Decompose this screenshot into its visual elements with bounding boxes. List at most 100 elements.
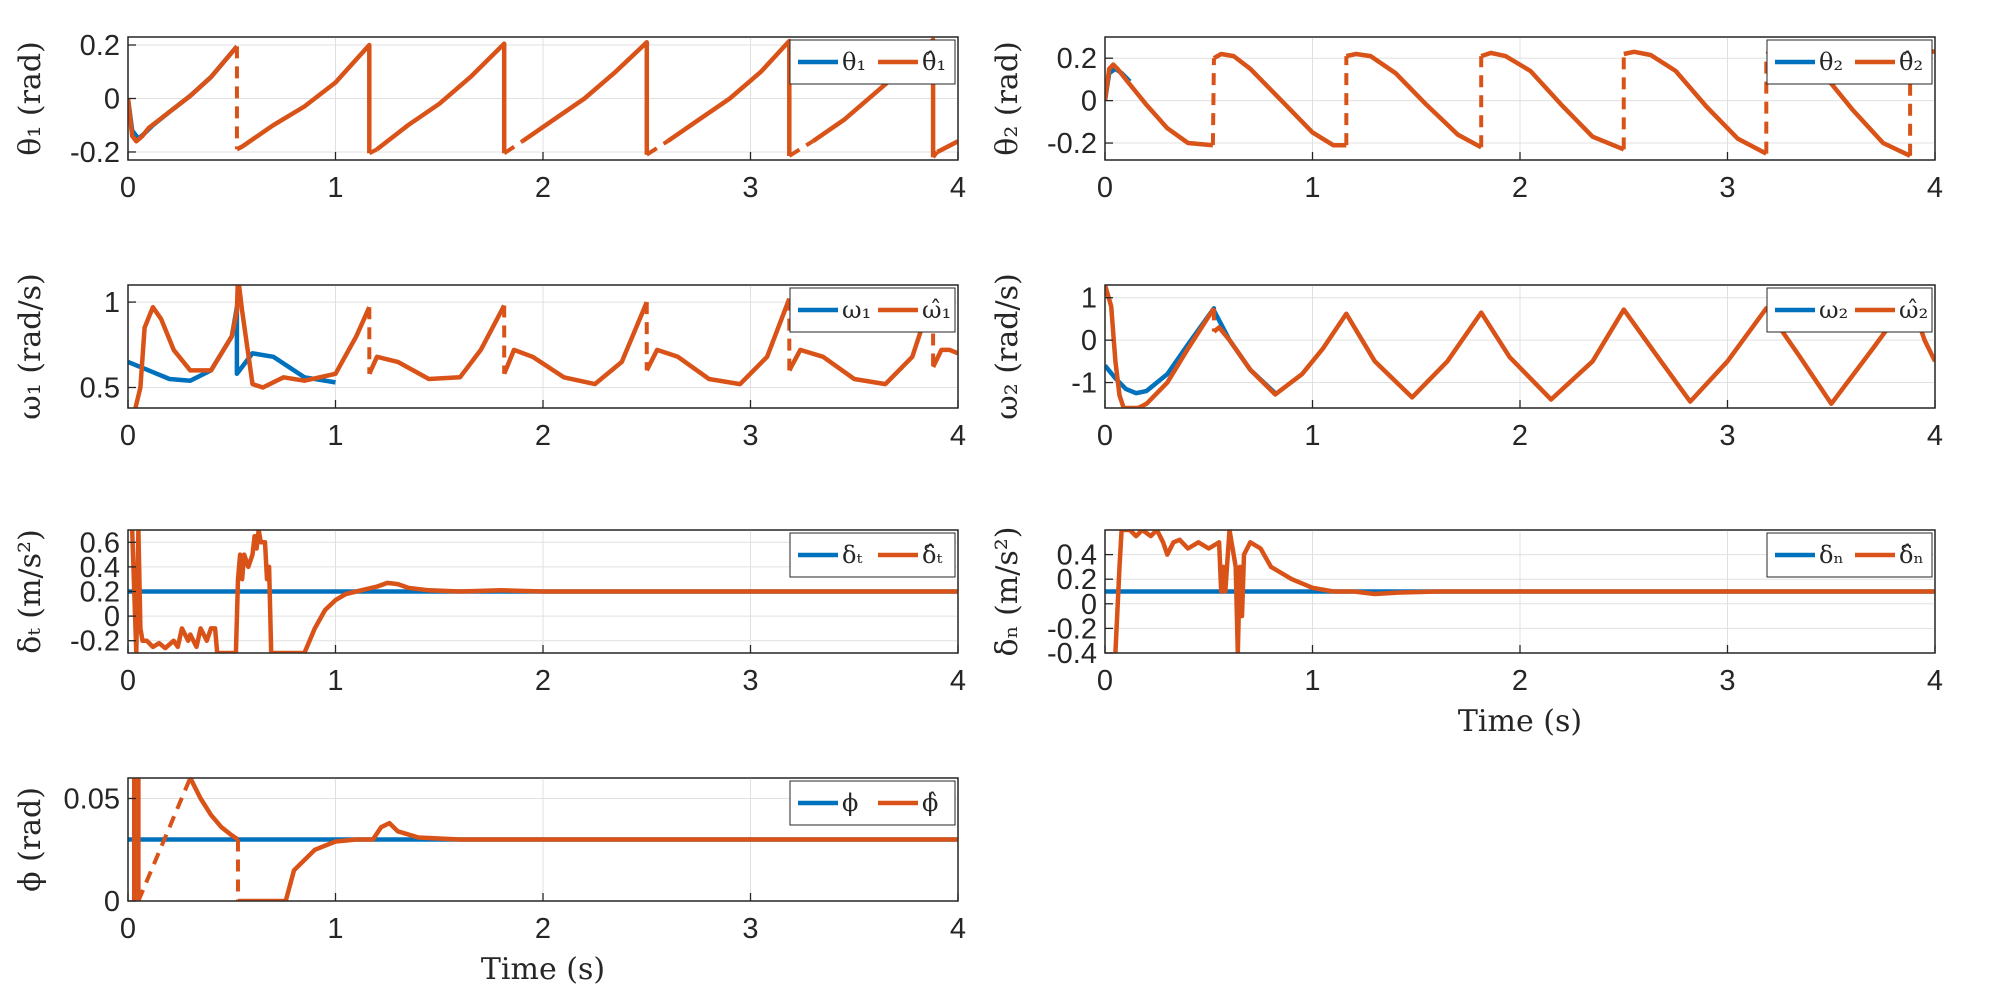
legend: θ₂ θ̂₂ xyxy=(1766,39,1933,85)
subplot-theta2: 0 1 2 3 40.20-0.2θ₂ (rad) θ₂ θ̂₂ xyxy=(990,36,1943,204)
y-tick-label: 0.05 xyxy=(64,784,120,816)
y-tick-label: -1 xyxy=(1071,368,1097,400)
x-tick-label: 2 xyxy=(1512,172,1528,204)
subplot-omega1: 0 1 2 3 4 1 0.5 ω₁ (rad/s) ω₁ ω̂₁ xyxy=(13,273,966,452)
x-tick-label: 0 xyxy=(120,913,136,945)
legend-label: θ̂₂ xyxy=(1899,48,1923,76)
y-tick-label: 0.2 xyxy=(80,577,120,609)
x-tick-label: 0 xyxy=(1097,172,1113,204)
x-tick-label: 4 xyxy=(1927,665,1943,697)
subplot-theta1: 0 1 2 3 40.20-0.2θ₁ (rad) θ₁ θ̂₁ xyxy=(13,30,966,204)
legend-label: θ₂ xyxy=(1819,48,1843,76)
series-line-estimate xyxy=(129,530,958,653)
subplot-omega2: 0 1 2 3 410-1ω₂ (rad/s) ω₂ ω̂₂ xyxy=(990,273,1943,452)
x-tick-label: 0 xyxy=(120,172,136,204)
legend-label: θ̂₁ xyxy=(922,48,946,76)
series-line-estimate xyxy=(133,285,372,408)
y-axis-label: ω₂ (rad/s) xyxy=(990,273,1025,419)
y-axis-label: δₜ (m/s²) xyxy=(13,529,48,653)
x-tick-label: 4 xyxy=(950,420,966,452)
x-tick-label: 3 xyxy=(1719,420,1735,452)
legend: θ₁ θ̂₁ xyxy=(789,39,956,85)
series-line-estimate xyxy=(787,292,936,387)
series-line-estimate xyxy=(521,40,650,155)
legend-label: δₜ xyxy=(842,541,862,569)
series-jump-estimate xyxy=(1210,58,1216,146)
y-tick-label: -0.2 xyxy=(1047,613,1097,645)
series-line-estimate xyxy=(1623,49,1768,156)
y-axis-label: δₙ (m/s²) xyxy=(990,527,1025,657)
legend: ω₁ ω̂₁ xyxy=(789,287,956,333)
y-axis-label: θ₁ (rad) xyxy=(13,41,48,155)
x-tick-label: 3 xyxy=(1719,665,1735,697)
legend-label: δ̂ₙ xyxy=(1899,541,1924,569)
x-tick-label: 2 xyxy=(535,420,551,452)
legend-label: θ₁ xyxy=(842,48,866,76)
x-tick-label: 4 xyxy=(1927,420,1943,452)
y-tick-label: 0.4 xyxy=(80,552,120,584)
x-tick-label: 1 xyxy=(327,420,343,452)
x-tick-label: 3 xyxy=(742,420,758,452)
legend: ϕ ϕ̂ xyxy=(789,780,956,826)
x-tick-label: 0 xyxy=(1097,420,1113,452)
x-tick-label: 0 xyxy=(1097,665,1113,697)
x-tick-label: 4 xyxy=(950,665,966,697)
x-tick-label: 1 xyxy=(1304,665,1320,697)
legend: δₙ δ̂ₙ xyxy=(1766,532,1933,578)
y-axis-label: ω₁ (rad/s) xyxy=(13,273,48,419)
series-line-estimate xyxy=(502,301,649,387)
series-jump-estimate xyxy=(136,778,193,901)
series-jump-estimate xyxy=(645,139,669,157)
legend-label: ω̂₂ xyxy=(1899,296,1928,324)
x-tick-label: 3 xyxy=(1719,172,1735,204)
y-tick-label: -0.4 xyxy=(1047,638,1097,670)
series-jump-estimate xyxy=(368,147,378,156)
series-line-estimate xyxy=(375,41,507,154)
y-tick-label: 0.2 xyxy=(1057,564,1097,596)
series-jump-estimate xyxy=(788,139,814,158)
y-tick-label: 0 xyxy=(1081,589,1097,621)
x-tick-label: 2 xyxy=(535,172,551,204)
series-line-estimate xyxy=(1212,51,1347,148)
y-tick-label: 0 xyxy=(104,886,120,918)
y-tick-label: 0.5 xyxy=(80,373,120,405)
series-jump-estimate xyxy=(503,139,524,155)
subplot-delta_t: 0 1 2 3 40.60.40.20-0.2δₜ (m/s²) δₜ δ̂ₜ xyxy=(13,527,966,697)
subplot-delta_n: 0 1 2 3 40.40.20-0.2-0.4δₙ (m/s²)Time (s)δₙ δ… xyxy=(990,527,1943,739)
y-tick-label: 0.4 xyxy=(1057,540,1097,572)
legend: δₜ δ̂ₜ xyxy=(789,532,956,578)
y-tick-label: 1 xyxy=(104,287,120,319)
y-tick-label: -0.2 xyxy=(1047,128,1097,160)
x-tick-label: 0 xyxy=(120,420,136,452)
x-tick-label: 2 xyxy=(535,913,551,945)
x-axis-label: Time (s) xyxy=(481,952,605,987)
legend-label: ω₂ xyxy=(1819,296,1848,324)
x-tick-label: 1 xyxy=(327,665,343,697)
subplot-phi: 0 1 2 3 4 0.05 0 ϕ (rad) Time (s) ϕ ϕ̂ xyxy=(13,777,966,987)
y-tick-label: -0.2 xyxy=(70,137,120,169)
legend-label: ω₁ xyxy=(842,296,871,324)
series-line-estimate xyxy=(1480,50,1625,152)
x-tick-label: 2 xyxy=(1512,665,1528,697)
y-tick-label: 0 xyxy=(1081,325,1097,357)
y-tick-label: 0.2 xyxy=(1057,43,1097,75)
legend-label: δ̂ₜ xyxy=(922,541,942,569)
y-axis-label: θ₂ (rad) xyxy=(990,41,1025,155)
x-tick-label: 1 xyxy=(1304,420,1320,452)
series-line-estimate xyxy=(235,42,372,154)
x-tick-label: 1 xyxy=(327,913,343,945)
y-tick-label: 1 xyxy=(1081,283,1097,315)
y-tick-label: 0.2 xyxy=(80,30,120,62)
series-line-estimate xyxy=(666,38,792,156)
series-line-estimate xyxy=(1105,285,1216,408)
series-line-estimate xyxy=(367,304,507,382)
x-tick-label: 3 xyxy=(742,172,758,204)
y-tick-label: 0 xyxy=(104,601,120,633)
series-line-estimate xyxy=(188,778,240,842)
series-line-estimate xyxy=(1212,295,1935,407)
x-tick-label: 1 xyxy=(327,172,343,204)
legend: ω₂ ω̂₂ xyxy=(1766,287,1933,333)
series-line-estimate xyxy=(931,347,958,368)
series-line-estimate xyxy=(238,820,958,901)
legend-label: ω̂₁ xyxy=(922,296,951,324)
